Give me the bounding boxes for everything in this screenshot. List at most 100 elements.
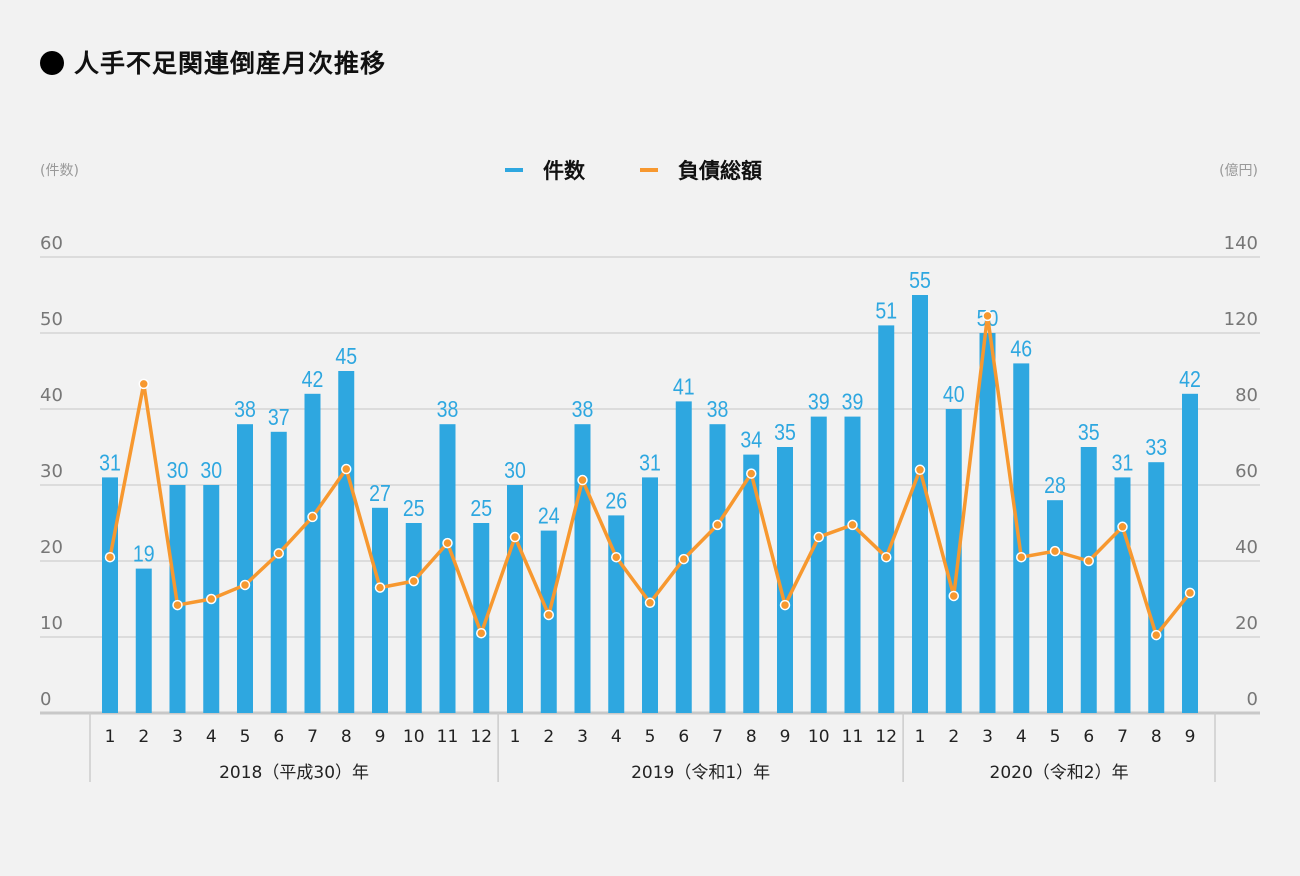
bar <box>338 371 355 713</box>
chart-title-text: 人手不足関連倒産月次推移 <box>74 49 387 78</box>
month-label: 3 <box>577 727 588 747</box>
month-label: 4 <box>611 727 622 747</box>
month-label: 3 <box>982 727 993 747</box>
bar-data-label: 30 <box>200 458 222 484</box>
left-axis-unit: (件数) <box>40 163 79 179</box>
month-label: 1 <box>105 727 116 747</box>
debt-point <box>948 590 959 602</box>
right-tick-label: 60 <box>1235 461 1258 482</box>
bar-data-label: 31 <box>1112 450 1134 476</box>
year-label: 2019（令和1）年 <box>631 763 770 783</box>
bar-data-label: 38 <box>572 397 594 423</box>
bar-data-label: 24 <box>538 503 560 529</box>
bar <box>270 431 287 713</box>
debt-point <box>138 378 149 390</box>
bar-data-label: 28 <box>1044 473 1066 499</box>
left-tick-label: 20 <box>40 537 63 558</box>
bar-data-label: 38 <box>437 397 459 423</box>
bar <box>912 295 928 713</box>
bar <box>642 477 658 713</box>
bar-data-label: 40 <box>943 382 965 408</box>
bar <box>878 325 895 713</box>
debt-point <box>476 627 487 639</box>
right-tick-label: 20 <box>1235 613 1258 634</box>
bar <box>304 393 321 713</box>
bar <box>1047 500 1063 713</box>
bar-data-label: 19 <box>133 541 155 567</box>
debt-point <box>914 464 926 476</box>
bar-data-label: 39 <box>842 389 864 415</box>
debt-point <box>1049 545 1061 557</box>
legend-item-debt: 負債総額 <box>640 155 762 185</box>
bar <box>844 416 861 713</box>
month-label: 9 <box>780 727 791 747</box>
debt-point <box>273 548 284 559</box>
chart-title: 人手不足関連倒産月次推移 <box>40 44 386 80</box>
month-label: 11 <box>842 727 864 747</box>
left-tick-label: 60 <box>40 233 63 254</box>
month-label: 7 <box>712 727 723 747</box>
debt-point <box>881 551 892 563</box>
bar-data-label: 51 <box>875 298 897 324</box>
bar <box>237 424 253 713</box>
bar-data-label: 35 <box>774 420 796 446</box>
debt-point <box>982 310 993 322</box>
bar-data-label: 31 <box>639 450 661 476</box>
month-label: 1 <box>510 727 521 747</box>
right-tick-label: 0 <box>1247 689 1258 710</box>
left-tick-label: 30 <box>40 461 63 482</box>
month-label: 5 <box>1050 727 1061 747</box>
bar <box>777 447 793 713</box>
debt-point <box>307 511 318 523</box>
legend-label: 件数 <box>543 159 585 183</box>
debt-point <box>206 593 217 605</box>
debt-point <box>408 575 419 587</box>
month-label: 5 <box>240 727 251 747</box>
year-label: 2020（令和2）年 <box>990 763 1129 783</box>
debt-point <box>1016 551 1027 563</box>
debt-point <box>1117 521 1128 533</box>
bar-data-label: 25 <box>403 496 425 522</box>
bar-data-label: 38 <box>707 397 729 423</box>
bar-data-label: 35 <box>1078 420 1100 446</box>
bar <box>574 424 591 713</box>
debt-point <box>543 609 554 621</box>
bar-data-label: 30 <box>504 458 526 484</box>
left-tick-label: 10 <box>40 613 63 634</box>
month-label: 10 <box>403 727 425 747</box>
debt-point <box>104 551 116 563</box>
debt-point <box>678 553 689 565</box>
bar-data-label: 27 <box>369 480 391 506</box>
debt-point <box>644 597 656 609</box>
bar-data-label: 42 <box>1179 366 1201 392</box>
month-label: 8 <box>341 727 352 747</box>
bullet-icon <box>40 51 64 75</box>
bar-data-label: 55 <box>909 268 931 294</box>
bar-data-label: 37 <box>268 404 290 430</box>
debt-point <box>172 599 183 611</box>
month-label: 1 <box>915 727 926 747</box>
month-label: 4 <box>1016 727 1027 747</box>
bar <box>1182 393 1198 713</box>
debt-point <box>779 599 791 611</box>
left-tick-label: 50 <box>40 309 63 330</box>
bar-data-label: 34 <box>740 427 762 453</box>
bar-data-label: 41 <box>673 374 695 400</box>
bar <box>372 507 388 713</box>
debt-point <box>712 519 723 531</box>
month-label: 11 <box>437 727 459 747</box>
legend: 件数 負債総額 <box>505 155 762 185</box>
month-label: 4 <box>206 727 217 747</box>
bar <box>1013 363 1030 713</box>
month-label: 8 <box>1151 727 1162 747</box>
bar <box>507 485 523 713</box>
legend-label: 負債総額 <box>678 159 762 183</box>
bar-data-label: 26 <box>605 488 627 514</box>
right-tick-label: 40 <box>1235 537 1258 558</box>
month-label: 12 <box>875 727 897 747</box>
month-label: 5 <box>645 727 656 747</box>
bar-data-label: 42 <box>302 366 324 392</box>
debt-point <box>374 582 386 593</box>
bar-data-label: 39 <box>808 389 830 415</box>
